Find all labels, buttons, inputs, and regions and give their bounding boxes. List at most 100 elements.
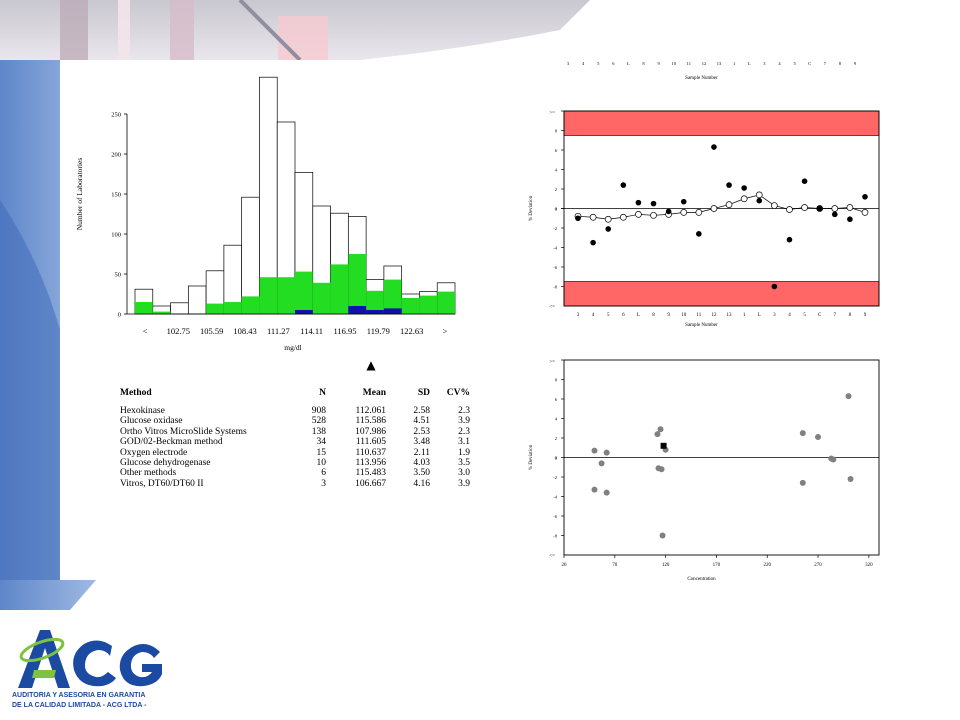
- x-tick-label: 6: [622, 313, 625, 318]
- cell-cv: 3.9: [458, 416, 470, 427]
- x-tick-label: >: [443, 326, 448, 336]
- open-point: [635, 211, 642, 218]
- y-tick-label: 0: [555, 456, 558, 461]
- open-point: [755, 191, 763, 199]
- histogram-bar-green: [419, 295, 438, 314]
- y-top-label: >=: [549, 111, 555, 116]
- filled-point: [575, 215, 581, 222]
- y-tick-label: 0: [118, 312, 121, 319]
- x-tick-label: 220: [763, 563, 771, 568]
- x-tick-label: 8: [849, 313, 852, 318]
- x-tick-label: <: [143, 326, 148, 336]
- cell-method: Other methods: [120, 468, 177, 479]
- acg-logo-mark: [18, 630, 162, 688]
- histogram-chart: 0 50 100 150 200 250 < 102.75 105.59 108.43 111.27…: [75, 76, 456, 372]
- cell-n: 15: [316, 447, 327, 458]
- histogram-bar-green: [366, 290, 384, 314]
- filled-point: [696, 231, 702, 237]
- top-tick-label: 3: [567, 61, 570, 66]
- cell-n: 10: [316, 458, 327, 469]
- x-tick-label: 3: [773, 313, 776, 318]
- filled-point: [756, 197, 763, 204]
- histogram-bar-green: [241, 296, 260, 314]
- x-tick-label: 20: [562, 563, 568, 568]
- scatter-point: [603, 449, 610, 456]
- filled-point: [590, 239, 596, 246]
- x-tick-label: 270: [814, 563, 822, 568]
- x-tick-label: 102.75: [167, 326, 190, 336]
- cell-mean: 113.956: [355, 458, 386, 469]
- open-point: [831, 205, 839, 212]
- histogram-bar-total: [170, 302, 189, 315]
- top-tick-label: 5: [597, 61, 600, 66]
- scatter-point: [799, 479, 806, 486]
- filled-point: [862, 194, 868, 200]
- cell-cv: 3.1: [458, 437, 470, 448]
- header-cv: CV%: [446, 388, 470, 398]
- cell-sd: 4.16: [413, 478, 430, 489]
- table-row: Hexokinase 908 112.061 2.58 2.3: [120, 406, 474, 416]
- top-tick-label: 13: [717, 61, 722, 66]
- cell-cv: 3.9: [458, 478, 470, 489]
- x-tick-label: L: [758, 313, 761, 318]
- x-tick-label: 111.27: [267, 326, 290, 336]
- histogram-bar-green: [295, 271, 313, 314]
- header-sd: SD: [417, 388, 430, 398]
- x-tick-label: C: [818, 313, 822, 318]
- header-n: N: [319, 388, 326, 398]
- scatter-point: [598, 460, 605, 467]
- x-tick-label: 9: [667, 313, 670, 318]
- histogram-bar-green: [152, 311, 171, 314]
- x-tick-label: 70: [612, 563, 618, 568]
- filled-point: [680, 198, 687, 205]
- acg-logo: AUDITORIA Y ASESORIA EN GARANTIA DE LA C…: [12, 622, 172, 714]
- cell-method: GOD/02-Beckman method: [120, 437, 223, 448]
- cell-sd: 3.50: [413, 468, 430, 479]
- y-tick-label: 2: [555, 187, 557, 192]
- open-point: [725, 201, 733, 208]
- y-tick-label: 100: [111, 232, 121, 239]
- y-tick-label: 4: [555, 417, 558, 422]
- cell-n: 138: [311, 426, 326, 437]
- x-tick-label: 320: [865, 563, 873, 568]
- filled-point: [831, 211, 838, 218]
- logo-text-line2: DE LA CALIDAD LIMITADA - ACG LTDA -: [12, 702, 147, 709]
- filled-point: [847, 216, 853, 223]
- x-tick-label: 120: [662, 563, 670, 568]
- open-point: [801, 204, 808, 211]
- top-tick-label: 9: [854, 61, 857, 66]
- cell-n: 3: [321, 478, 326, 489]
- table-header-row: Method N Mean SD CV%: [120, 388, 474, 406]
- cell-sd: 2.53: [413, 426, 430, 437]
- table-row: Vitros, DT60/DT60 II 3 106.667 4.16 3.9: [120, 479, 474, 489]
- cell-mean: 115.586: [355, 416, 386, 427]
- scatter-point: [591, 447, 598, 454]
- cell-n: 34: [316, 437, 327, 448]
- x-tick-label: 114.11: [300, 326, 323, 336]
- y-tick-label: -8: [553, 285, 557, 290]
- x-tick-label: 119.79: [367, 326, 390, 336]
- scatter-point: [658, 466, 665, 473]
- cell-n: 6: [321, 468, 326, 479]
- filled-point: [786, 236, 793, 243]
- open-point: [861, 209, 869, 216]
- cell-sd: 2.58: [413, 406, 430, 416]
- x-tick-label: 12: [711, 313, 717, 318]
- y-tick-label: 2: [555, 436, 557, 441]
- scatter-point: [591, 486, 598, 493]
- target-marker: ▲: [366, 358, 376, 372]
- y-tick-label: 150: [111, 192, 121, 199]
- open-point: [650, 211, 657, 219]
- x-axis-label: Concentration: [687, 577, 716, 582]
- cell-n: 908: [311, 406, 326, 416]
- y-tick-label: -4: [553, 495, 557, 500]
- cell-cv: 2.3: [458, 426, 470, 437]
- cell-method: Oxygen electrode: [120, 447, 188, 458]
- open-point: [846, 204, 854, 211]
- open-point: [710, 205, 718, 212]
- x-tick-label: 108.43: [233, 326, 256, 336]
- table-row: Oxygen electrode 15 110.637 2.11 1.9: [120, 448, 474, 458]
- filled-point: [801, 178, 808, 184]
- histogram-bar-total: [187, 285, 207, 315]
